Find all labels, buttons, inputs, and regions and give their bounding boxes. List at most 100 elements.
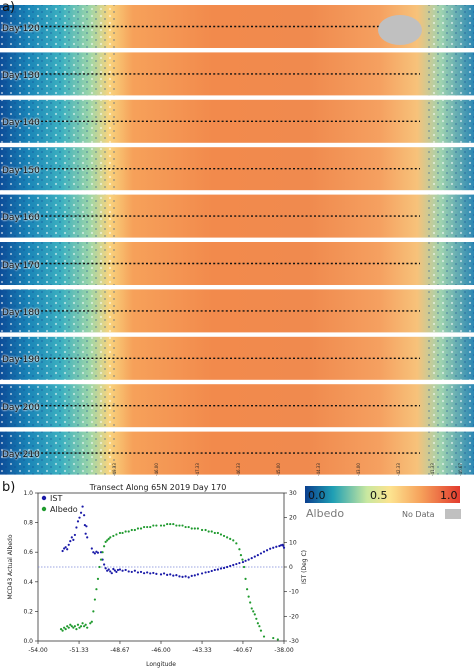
point-albedo <box>127 530 130 533</box>
point-albedo <box>121 531 124 535</box>
point-albedo <box>190 527 193 530</box>
point-albedo <box>184 525 187 529</box>
point-ist <box>116 568 120 572</box>
point-ist <box>282 546 286 549</box>
point-ist <box>200 572 204 575</box>
longitude-tick: -49.33 <box>112 463 117 476</box>
point-albedo <box>70 625 73 628</box>
longitude-tick: -47.33 <box>195 463 200 476</box>
x-tick-label: -43.33 <box>192 647 212 654</box>
y-right-tick-label: 30 <box>289 490 297 497</box>
point-albedo <box>103 545 106 548</box>
longitude-tick: -46.00 <box>154 463 159 476</box>
x-tick-label: -51.33 <box>69 647 89 654</box>
y-axis-left-ticks: 0.0 0.2 0.4 0.6 0.8 1.0 <box>23 490 38 645</box>
point-albedo <box>75 628 78 631</box>
point-albedo <box>106 539 109 542</box>
point-ist <box>133 569 136 572</box>
x-axis-label: Longitude <box>146 661 176 668</box>
point-albedo <box>79 625 83 628</box>
point-ist <box>222 566 226 570</box>
point-ist <box>256 554 259 557</box>
transect-chart: Transect Along 65N 2019 Day 170 -54.00 -5… <box>7 483 308 668</box>
colorbar-gradient <box>305 486 460 503</box>
point-ist <box>85 525 88 528</box>
albedo-map-strips <box>0 5 474 475</box>
point-ist <box>83 514 86 517</box>
point-ist <box>275 545 278 548</box>
point-albedo <box>256 622 259 625</box>
y-axis-right-label: IST (Deg C) <box>301 550 308 584</box>
point-ist <box>78 516 81 519</box>
point-albedo <box>107 537 110 540</box>
point-albedo <box>59 628 63 631</box>
point-ist <box>181 575 184 578</box>
longitude-tick: -46.33 <box>236 463 241 476</box>
panel-a-letter: a) <box>2 0 16 15</box>
y-right-tick-label: -30 <box>289 638 299 645</box>
point-ist <box>196 573 199 576</box>
point-albedo <box>86 626 89 629</box>
point-albedo <box>242 565 246 569</box>
legend-marker-ist <box>41 495 47 501</box>
y-right-tick-label: 20 <box>289 515 297 522</box>
point-ist <box>73 533 76 537</box>
nodata-swatch <box>445 509 461 519</box>
day-label: Day 210 <box>2 450 40 460</box>
point-albedo <box>112 534 115 538</box>
point-albedo <box>181 524 184 527</box>
day-label: Day 160 <box>2 213 40 223</box>
y-left-tick-label: 1.0 <box>23 490 33 497</box>
point-albedo <box>67 626 70 629</box>
point-albedo <box>76 623 80 626</box>
point-ist <box>204 571 207 574</box>
point-ist <box>64 546 67 549</box>
x-tick-label: -40.67 <box>233 647 253 654</box>
point-ist <box>142 572 146 575</box>
point-ist <box>96 551 100 554</box>
point-albedo <box>115 533 118 536</box>
y-right-tick-label: -10 <box>289 589 299 596</box>
point-albedo <box>99 558 103 561</box>
point-albedo <box>84 623 87 626</box>
point-ist <box>112 567 115 571</box>
point-albedo <box>241 558 244 561</box>
point-albedo <box>175 524 178 527</box>
point-albedo <box>162 524 166 527</box>
point-albedo <box>235 542 238 545</box>
point-ist <box>81 505 84 508</box>
strip-texture <box>428 52 474 96</box>
strip-texture <box>428 194 474 238</box>
point-ist <box>226 565 229 569</box>
point-albedo <box>61 629 64 632</box>
strip-texture <box>428 289 474 333</box>
point-albedo <box>63 626 66 629</box>
point-albedo <box>64 628 67 631</box>
day-label: Day 180 <box>2 308 40 318</box>
point-ist <box>107 568 110 571</box>
point-ist <box>139 570 143 574</box>
point-albedo <box>155 524 158 527</box>
point-ist <box>92 551 95 554</box>
point-albedo <box>142 525 146 529</box>
point-albedo <box>98 565 101 569</box>
point-albedo <box>262 635 266 638</box>
point-ist <box>247 558 250 561</box>
day-label: Day 170 <box>2 261 40 271</box>
point-albedo <box>101 551 104 554</box>
point-ist <box>113 569 116 572</box>
point-albedo <box>90 620 93 623</box>
point-albedo <box>204 528 207 532</box>
point-albedo <box>258 625 261 628</box>
point-albedo <box>178 524 181 527</box>
point-albedo <box>249 601 252 604</box>
day-label: Day 140 <box>2 118 40 128</box>
point-albedo <box>66 625 69 628</box>
point-ist <box>187 576 190 579</box>
point-albedo <box>89 622 92 625</box>
point-albedo <box>259 629 263 632</box>
day-label: Day 120 <box>2 24 40 34</box>
point-ist <box>232 563 235 567</box>
point-albedo <box>187 525 190 529</box>
point-albedo <box>172 522 175 526</box>
